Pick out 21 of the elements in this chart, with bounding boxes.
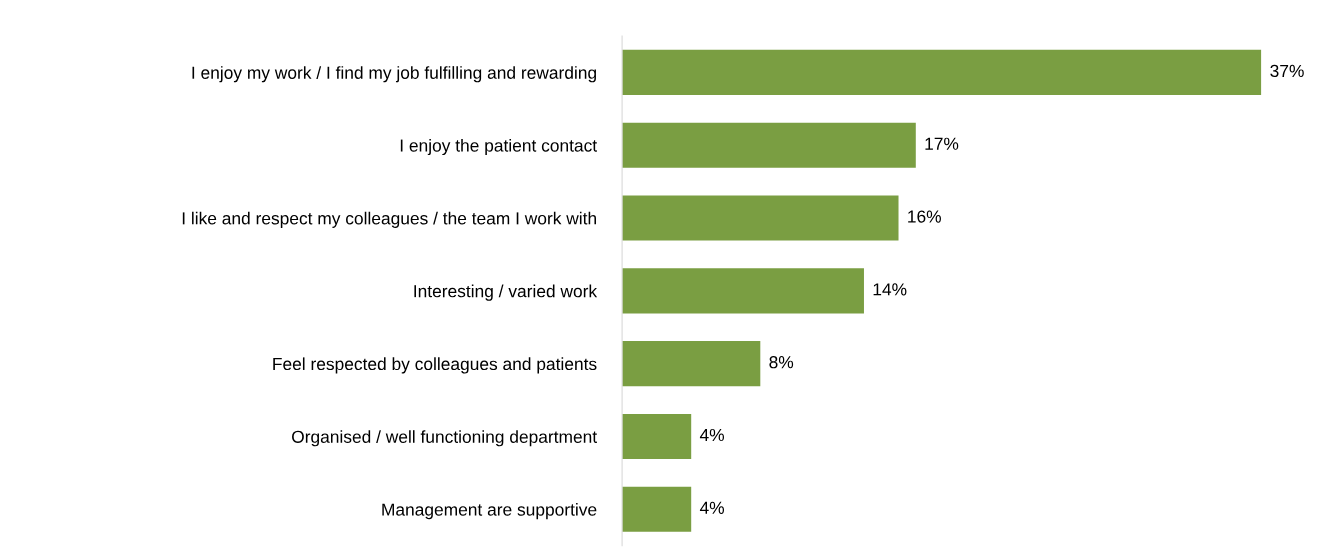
bar [622,49,1262,95]
bar [622,195,899,241]
y-tick-label: Organised / well functioning department [292,430,597,447]
y-tick-label: Management are supportive [382,502,597,520]
y-tick-label: Feel respected by colleagues and patients [273,357,597,374]
bar [622,341,761,387]
data-label: 16% [908,210,941,223]
bar [622,486,692,532]
data-label: 37% [1270,64,1304,78]
bar [622,268,864,314]
bar [622,122,916,168]
data-label: 14% [873,283,907,296]
bar [622,413,692,460]
data-label: 4% [699,501,725,514]
data-label: 17% [925,137,959,150]
data-label: 8% [769,356,794,369]
y-tick-label: Interesting / varied work [414,284,598,301]
y-tick-label: I enjoy the patient contact [400,138,597,156]
data-label: 4% [699,428,725,442]
y-tick-label: I like and respect my colleagues / the team I work with [182,211,596,228]
y-tick-label: I enjoy my work / I find my job fulfilling and rewarding [192,66,596,83]
